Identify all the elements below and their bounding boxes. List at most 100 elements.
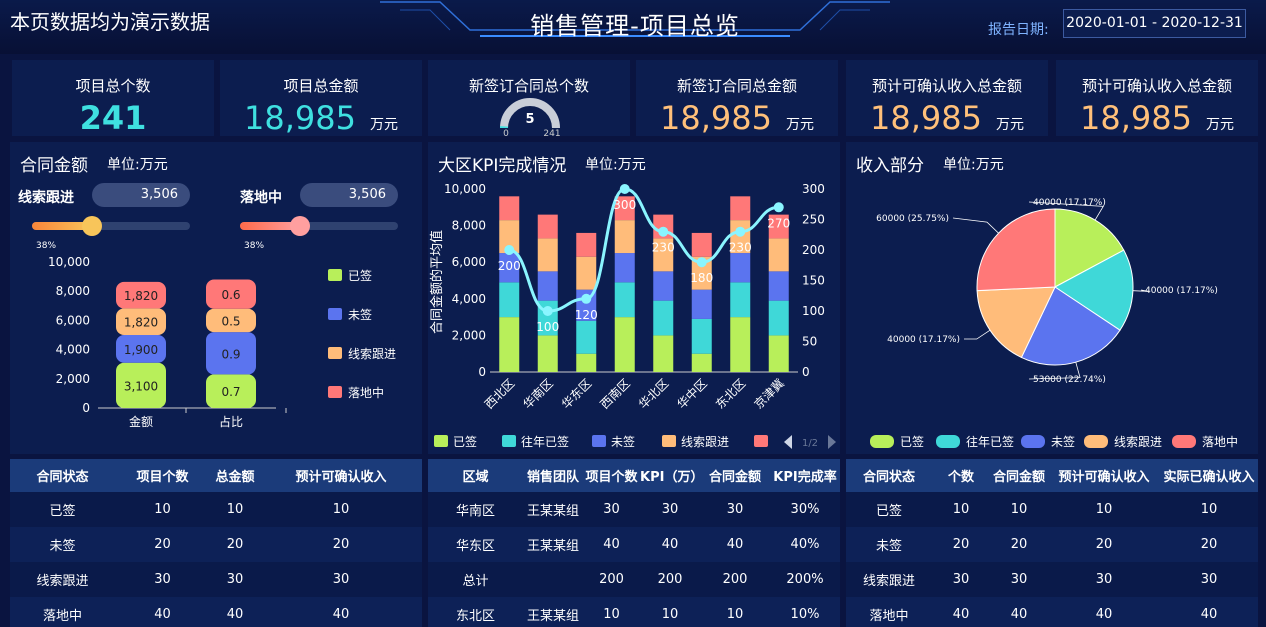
- slider2-track[interactable]: [240, 216, 398, 236]
- bar-data-label: 0.6: [221, 288, 240, 302]
- table-header-cell[interactable]: 合同状态: [10, 459, 115, 492]
- kpi-label: 项目总金额: [283, 77, 359, 95]
- y-tick-label: 0: [478, 365, 486, 379]
- stacked-bar-segment: [691, 353, 712, 372]
- pie-label-leader: [1028, 362, 1081, 380]
- table-cell: 10: [210, 492, 260, 527]
- panel-unit: 单位:万元: [585, 157, 646, 173]
- table-cell: 30: [990, 562, 1048, 597]
- stacked-bar-segment: [206, 308, 256, 333]
- slider1-fill: [32, 222, 93, 230]
- y2-tick-label: 200: [802, 243, 825, 257]
- pie-label-leader: [1028, 201, 1104, 221]
- table-cell: 40: [640, 527, 700, 562]
- kpi-card-expected-income: 预计可确认收入总金额 18,985 万元: [846, 60, 1048, 136]
- legend-swatch: [328, 347, 342, 359]
- y-tick-label: 6,000: [56, 313, 90, 327]
- slider1-label: 线索跟进: [18, 190, 74, 206]
- kpi-label: 预计可确认收入总金额: [1081, 77, 1232, 95]
- table-header-cell[interactable]: 个数: [932, 459, 990, 492]
- slider1-handle[interactable]: [82, 216, 103, 236]
- table-cell: 20: [210, 527, 260, 562]
- legend-label: 未签: [348, 307, 372, 322]
- table-cell: 10: [932, 492, 990, 527]
- table-header-cell[interactable]: 预计可确认收入: [1048, 459, 1160, 492]
- y-tick-label: 8,000: [56, 284, 90, 298]
- demo-notice: 本页数据均为演示数据: [10, 10, 210, 34]
- kpi-line-point: [619, 184, 630, 194]
- table-cell: 线索跟进: [10, 562, 115, 597]
- stacked-bar-segment: [116, 281, 166, 309]
- kpi-line-point: [696, 257, 707, 268]
- stacked-bar-segment: [768, 335, 789, 372]
- stacked-bar-segment: [691, 256, 712, 290]
- stacked-bar-segment: [614, 220, 635, 254]
- kpi-line-point: [735, 226, 746, 237]
- table-header-cell[interactable]: 预计可确认收入: [260, 459, 422, 492]
- table-cell: 20: [932, 527, 990, 562]
- kpi-value: 18,985 万元: [1056, 100, 1258, 143]
- table-cell: 落地中: [10, 597, 115, 627]
- y-tick-label: 4,000: [452, 292, 486, 306]
- stacked-bar-segment: [730, 282, 751, 318]
- stacked-bar-segment: [691, 289, 712, 319]
- date-range-picker[interactable]: 2020-01-01 - 2020-12-31: [1063, 9, 1246, 38]
- x-tick-label: 东北区: [713, 376, 748, 411]
- kpi-line-label: 300: [613, 198, 636, 212]
- legend-swatch: [1084, 435, 1108, 448]
- legend-page-indicator: 1/2: [802, 438, 818, 449]
- table-header-cell[interactable]: 总金额: [210, 459, 260, 492]
- table-header-cell[interactable]: 合同金额: [990, 459, 1048, 492]
- table-header-cell[interactable]: 合同状态: [846, 459, 932, 492]
- kpi-label: 预计可确认收入总金额: [871, 77, 1022, 95]
- y-tick-label: 8,000: [452, 219, 486, 233]
- stacked-bar-segment: [537, 335, 558, 372]
- table-header-row: 合同状态 项目个数 总金额 预计可确认收入: [10, 459, 422, 492]
- bar-data-label: 1,900: [124, 343, 158, 357]
- table-header-cell[interactable]: 区域: [428, 459, 523, 492]
- stacked-bar-segment: [576, 232, 597, 257]
- slider2-handle[interactable]: [290, 216, 311, 236]
- stacked-bar-segment: [691, 318, 712, 354]
- table-row: 华东区 王某某组 40 40 40 40%: [428, 527, 840, 562]
- table-cell: 40: [1160, 597, 1258, 627]
- table-cell: 30: [700, 492, 770, 527]
- pie-slice: [976, 286, 1056, 359]
- stacked-bar-segment: [730, 317, 751, 372]
- gauge-value: 5: [525, 112, 534, 127]
- legend-label: 已签: [900, 434, 924, 449]
- table-header-cell[interactable]: 实际已确认收入: [1160, 459, 1258, 492]
- kpi-label: 新签订合同总个数: [468, 77, 589, 95]
- stacked-bar-segment: [116, 308, 166, 335]
- table-cell: 200%: [770, 562, 840, 597]
- y2-tick-label: 50: [802, 335, 817, 349]
- table-header-cell[interactable]: 项目个数: [583, 459, 640, 492]
- table-header-cell[interactable]: 项目个数: [115, 459, 210, 492]
- bar-data-label: 1,820: [124, 316, 158, 330]
- table-header-cell[interactable]: 销售团队: [523, 459, 583, 492]
- slider1-track[interactable]: [32, 216, 190, 236]
- stacked-bar-segment: [537, 214, 558, 239]
- table-cell: 王某某组: [523, 492, 583, 527]
- table-header-cell[interactable]: KPI（万）: [640, 459, 703, 492]
- pie-data-label: 40000 (17.17%): [1033, 198, 1106, 208]
- kpi-number: 18,985: [244, 99, 356, 137]
- income-status-table: 合同状态 个数 合同金额 预计可确认收入 实际已确认收入 已签 10 10 10 10 未签 20 2…: [846, 459, 1258, 627]
- table-cell: 200: [640, 562, 700, 597]
- table-cell: 华东区: [428, 527, 523, 562]
- legend-label: 已签: [348, 268, 372, 283]
- stacked-bar-segment: [653, 271, 674, 301]
- table-row: 已签 10 10 10: [10, 492, 422, 527]
- table-header-cell[interactable]: KPI完成率: [770, 459, 840, 492]
- table-header-cell[interactable]: 合同金额: [700, 459, 770, 492]
- table-cell: 华南区: [428, 492, 523, 527]
- table-cell: 30: [1048, 562, 1160, 597]
- table-cell: 200: [700, 562, 770, 597]
- stacked-bar-segment: [653, 238, 674, 272]
- stacked-bar-segment: [499, 317, 520, 372]
- kpi-line-label: 270: [767, 216, 790, 230]
- y-tick-label: 10,000: [444, 182, 486, 196]
- x-tick-label: 金额: [129, 414, 153, 429]
- stacked-bar-segment: [206, 279, 256, 309]
- y2-tick-label: 250: [802, 213, 825, 227]
